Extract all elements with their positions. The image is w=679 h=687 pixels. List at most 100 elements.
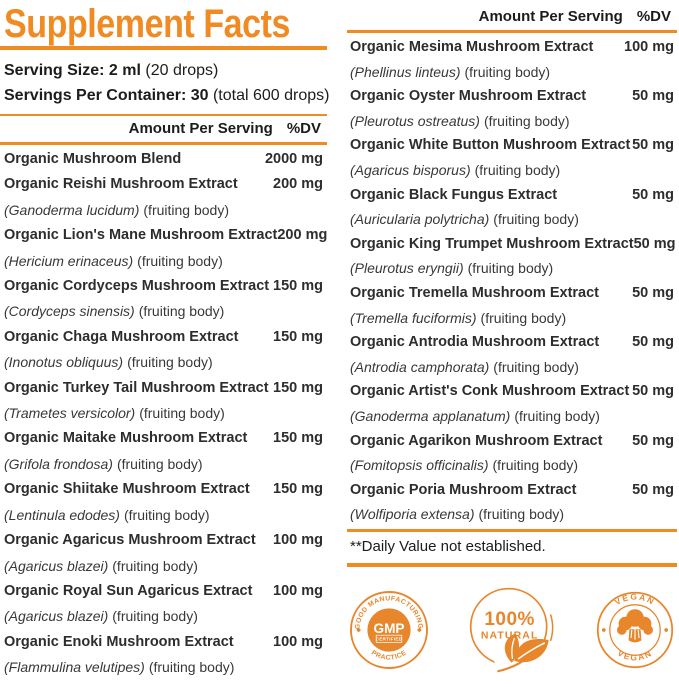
ingredient-name-row: Organic Royal Sun Agaricus Extract 100 m… <box>4 579 323 604</box>
amount-per-serving-header: Amount Per Serving <box>128 120 273 137</box>
ingredient-name-row: Organic Tremella Mushroom Extract 50 mg <box>350 281 674 306</box>
right-ingredient-list: Organic Mesima Mushroom Extract 100 mg (… <box>347 33 677 527</box>
daily-value-footnote: **Daily Value not established. <box>350 537 546 555</box>
ingredient-latin-row: (Tremella fuciformis) (fruiting body) <box>350 306 674 331</box>
ingredient-amount: 50 mg <box>632 137 674 154</box>
ingredient-name: Organic Turkey Tail Mushroom Extract <box>4 379 269 396</box>
ingredient-amount: 200 mg <box>273 176 323 193</box>
ingredient-amount: 50 mg <box>632 383 674 400</box>
ingredient-amount: 150 mg <box>273 430 323 447</box>
svg-text:100%: 100% <box>484 609 535 630</box>
servings-per-container-label: Servings Per Container: 30 <box>4 87 209 104</box>
ingredient-amount: 100 mg <box>273 582 323 599</box>
ingredient-latin-name: (Antrodia camphorata) <box>350 358 490 375</box>
serving-size: Serving Size: 2 ml (20 drops) <box>4 58 323 83</box>
ingredient-latin-row: (Lentinula edodes) (fruiting body) <box>4 503 323 528</box>
header-divider-bottom <box>0 142 327 145</box>
ingredient-name-row: Organic White Button Mushroom Extract 50… <box>350 133 674 158</box>
ingredient-latin-row: (Cordyceps sinensis) (fruiting body) <box>4 299 323 324</box>
left-ingredient-list: Organic Mushroom Blend 2000 mg Organic R… <box>0 145 327 681</box>
ingredient-amount: 50 mg <box>632 88 674 105</box>
svg-text:GMP: GMP <box>374 621 405 636</box>
ingredient-name: Organic Poria Mushroom Extract <box>350 481 577 498</box>
ingredient-row: Organic Agarikon Mushroom Extract 50 mg … <box>350 429 674 478</box>
ingredient-name: Organic Artist's Conk Mushroom Extract <box>350 383 630 400</box>
ingredient-name: Organic Maitake Mushroom Extract <box>4 430 248 447</box>
ingredient-part: (fruiting body) <box>464 63 551 80</box>
left-column-header: Amount Per Serving %DV <box>0 116 327 142</box>
ingredient-part: (fruiting body) <box>143 201 229 218</box>
ingredient-name-row: Organic Shiitake Mushroom Extract 150 mg <box>4 477 323 502</box>
ingredient-name: Organic Black Fungus Extract <box>350 186 558 203</box>
ingredient-latin-row: (Agaricus bisporus) (fruiting body) <box>350 158 674 183</box>
ingredient-latin-row: (Antrodia camphorata) (fruiting body) <box>350 355 674 380</box>
ingredient-name-row: Organic Agaricus Mushroom Extract 100 mg <box>4 528 323 553</box>
ingredient-part: (fruiting body) <box>148 659 235 676</box>
ingredient-name-row: Organic Enoki Mushroom Extract 100 mg <box>4 630 323 655</box>
ingredient-part: (fruiting body) <box>480 309 567 326</box>
ingredient-latin-row: (Pleurotus eryngii) (fruiting body) <box>350 256 674 281</box>
ingredient-name: Organic Mushroom Blend <box>4 151 182 167</box>
ingredient-name: Organic Lion's Mane Mushroom Extract <box>4 227 278 244</box>
ingredient-name-row: Organic Mesima Mushroom Extract 100 mg <box>350 35 674 60</box>
ingredient-latin-name: (Grifola frondosa) <box>4 455 113 472</box>
ingredient-latin-name: (Pleurotus ostreatus) <box>350 112 480 129</box>
ingredient-row: Organic White Button Mushroom Extract 50… <box>350 133 674 182</box>
broccoli-icon <box>617 609 653 643</box>
ingredient-part: (fruiting body) <box>492 457 579 474</box>
ingredient-name-row: Organic Artist's Conk Mushroom Extract 5… <box>350 379 674 404</box>
ingredient-latin-name: (Trametes versicolor) <box>4 405 136 422</box>
ingredient-row: Organic Poria Mushroom Extract 50 mg (Wo… <box>350 478 674 527</box>
ingredient-amount: 100 mg <box>273 633 323 650</box>
certification-badges: GOOD MANUFACTURING PRACTICE GMP CERTIFIE… <box>347 583 677 678</box>
ingredient-name-row: Organic Oyster Mushroom Extract 50 mg <box>350 84 674 109</box>
ingredient-amount: 50 mg <box>632 481 674 498</box>
ingredient-latin-name: (Hericium erinaceus) <box>4 252 134 269</box>
ingredient-latin-name: (Ganoderma lucidum) <box>4 201 140 218</box>
ingredient-amount: 200 mg <box>277 227 328 244</box>
ingredient-amount: 50 mg <box>632 186 674 203</box>
header-divider-top <box>0 114 327 116</box>
ingredient-name-row: Organic Poria Mushroom Extract 50 mg <box>350 478 674 503</box>
ingredient-latin-row: (Flammulina velutipes) (fruiting body) <box>4 655 323 680</box>
ingredient-amount: 150 mg <box>273 481 323 498</box>
ingredient-name: Organic White Button Mushroom Extract <box>350 137 631 154</box>
ingredient-name: Organic Chaga Mushroom Extract <box>4 328 239 345</box>
ingredient-amount: 150 mg <box>273 379 323 396</box>
ingredient-name-row: Organic Mushroom Blend 2000 mg <box>4 147 323 172</box>
ingredient-name-row: Organic Chaga Mushroom Extract 150 mg <box>4 325 323 350</box>
ingredient-part: (fruiting body) <box>123 506 210 523</box>
title-divider <box>0 46 327 50</box>
ingredient-row: Organic Lion's Mane Mushroom Extract 200… <box>4 223 327 274</box>
ingredient-row: Organic Antrodia Mushroom Extract 50 mg … <box>350 330 674 379</box>
ingredient-amount: 150 mg <box>273 328 323 345</box>
dv-header: %DV <box>286 120 321 137</box>
ingredient-latin-row: (Phellinus linteus) (fruiting body) <box>350 60 674 85</box>
ingredient-latin-name: (Agaricus blazei) <box>4 557 109 574</box>
ingredient-amount: 150 mg <box>273 278 323 295</box>
ingredient-name: Organic King Trumpet Mushroom Extract <box>350 235 634 252</box>
ingredient-part: (fruiting body) <box>112 557 198 574</box>
ingredient-latin-name: (Pleurotus eryngii) <box>350 260 464 277</box>
ingredient-latin-name: (Wolfiporia extensa) <box>350 506 475 523</box>
ingredient-latin-row: (Auricularia polytricha) (fruiting body) <box>350 207 674 232</box>
ingredient-amount: 50 mg <box>632 334 674 351</box>
gmp-certified-badge-icon: GOOD MANUFACTURING PRACTICE GMP CERTIFIE… <box>350 591 428 670</box>
ingredient-row: Organic Mesima Mushroom Extract 100 mg (… <box>350 35 674 84</box>
ingredient-amount: 2000 mg <box>264 151 323 167</box>
ingredient-part: (fruiting body) <box>474 161 561 178</box>
ingredient-part: (fruiting body) <box>127 354 213 371</box>
serving-size-label: Serving Size: 2 ml <box>4 62 141 79</box>
ingredient-latin-row: (Agaricus blazei) (fruiting body) <box>4 604 323 629</box>
ingredient-latin-row: (Grifola frondosa) (fruiting body) <box>4 452 323 477</box>
natural-badge-icon: 100% NATURAL <box>469 587 555 678</box>
footnote-divider-bottom <box>347 562 677 567</box>
ingredient-latin-row: (Fomitopsis officinalis) (fruiting body) <box>350 453 674 478</box>
ingredient-part: (fruiting body) <box>112 608 198 625</box>
servings-per-container: Servings Per Container: 30 (total 600 dr… <box>4 83 329 108</box>
ingredient-row: Organic Artist's Conk Mushroom Extract 5… <box>350 379 674 428</box>
ingredient-name: Organic Oyster Mushroom Extract <box>350 88 587 105</box>
right-column: Amount Per Serving %DV Organic Mesima Mu… <box>347 0 677 678</box>
ingredient-part: (fruiting body) <box>493 211 579 228</box>
